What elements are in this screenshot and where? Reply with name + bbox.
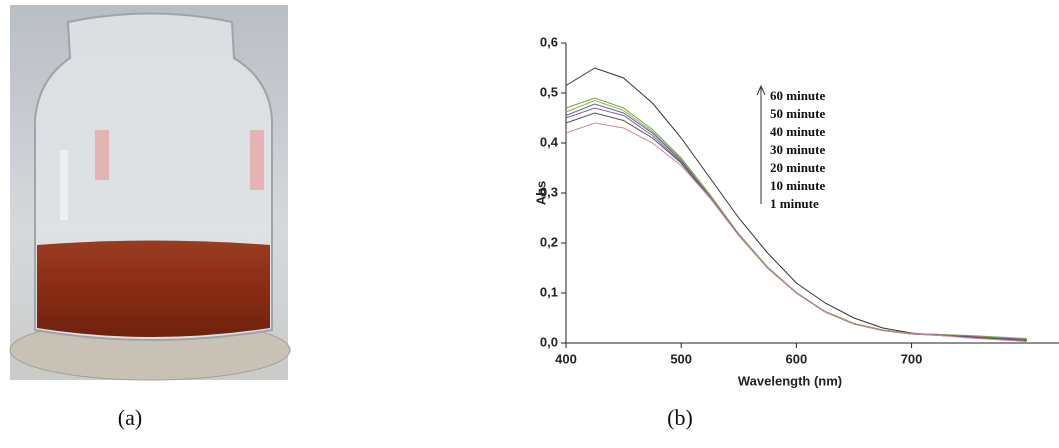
legend-label: 1 minute — [770, 196, 819, 211]
data-line — [566, 104, 1027, 340]
x-tick-label: 700 — [901, 351, 923, 366]
legend-label: 30 minute — [770, 142, 825, 157]
caption: (a) — [118, 405, 142, 430]
y-tick-label: 0,5 — [540, 84, 558, 99]
y-tick-label: 0,2 — [540, 234, 558, 249]
y-tick-label: 0,1 — [540, 284, 558, 299]
y-tick-label: 0,0 — [540, 334, 558, 349]
x-axis-label: Wavelength (nm) — [738, 373, 842, 388]
y-tick-label: 0,6 — [540, 34, 558, 49]
legend-label: 60 minute — [770, 88, 825, 103]
y-tick-label: 0,4 — [540, 134, 559, 149]
legend-label: 20 minute — [770, 160, 825, 175]
legend-label: 10 minute — [770, 178, 825, 193]
x-tick-label: 600 — [786, 351, 808, 366]
x-tick-label: 400 — [555, 351, 577, 366]
figure: Abs Wavelength (nm) (a) (b) 0,00,10,20,3… — [0, 0, 1059, 443]
y-tick-label: 0,3 — [540, 184, 558, 199]
legend-label: 40 minute — [770, 124, 825, 139]
x-tick-label: 500 — [670, 351, 692, 366]
legend-arrow — [757, 86, 765, 204]
photo — [10, 5, 290, 380]
legend-label: 50 minute — [770, 106, 825, 121]
caption: (b) — [667, 405, 693, 430]
